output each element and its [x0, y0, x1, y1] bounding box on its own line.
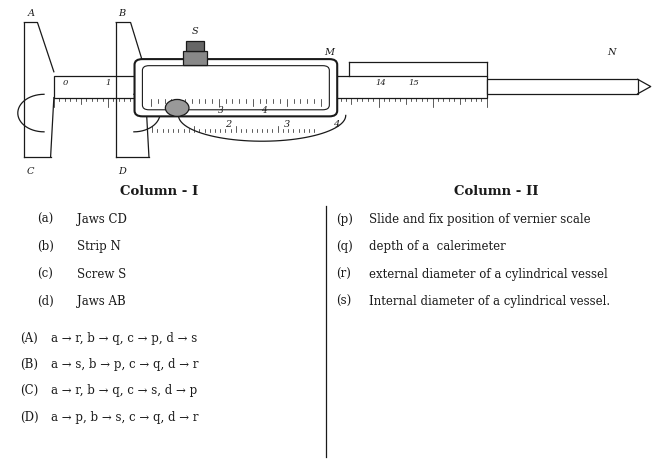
Text: (p): (p): [336, 213, 353, 226]
Text: D: D: [118, 167, 126, 176]
Text: a → r, b → q, c → s, d → p: a → r, b → q, c → s, d → p: [50, 384, 197, 397]
Text: Strip N: Strip N: [76, 240, 121, 253]
Text: 5: 5: [266, 79, 272, 87]
Bar: [186, 41, 204, 51]
Text: Column - II: Column - II: [454, 185, 539, 198]
Text: 14: 14: [375, 79, 386, 87]
Text: a → p, b → s, c → q, d → r: a → p, b → s, c → q, d → r: [50, 411, 198, 423]
Text: (r): (r): [336, 268, 351, 280]
FancyBboxPatch shape: [142, 66, 329, 110]
Text: N: N: [607, 48, 615, 57]
Text: Column - I: Column - I: [119, 185, 198, 198]
Text: v: v: [316, 99, 321, 107]
Text: 2: 2: [174, 106, 180, 115]
Bar: [183, 51, 207, 65]
Text: S: S: [191, 26, 198, 36]
Text: 6: 6: [299, 79, 305, 87]
Text: (d): (d): [38, 295, 54, 308]
Text: 15: 15: [408, 79, 419, 87]
Text: (A): (A): [19, 332, 38, 345]
Text: (B): (B): [19, 358, 38, 371]
Text: A: A: [28, 9, 35, 18]
Text: a → s, b → p, c → q, d → r: a → s, b → p, c → q, d → r: [50, 358, 198, 371]
Text: Slide and fix position of vernier scale: Slide and fix position of vernier scale: [368, 213, 590, 226]
Text: 4: 4: [333, 120, 339, 129]
FancyBboxPatch shape: [135, 59, 338, 117]
Text: (b): (b): [38, 240, 54, 253]
Bar: [486, 79, 637, 94]
Text: 2: 2: [225, 120, 231, 129]
Circle shape: [165, 100, 189, 117]
Text: C: C: [26, 167, 34, 176]
Text: (D): (D): [19, 411, 38, 423]
Text: Internal diameter of a cylindrical vessel.: Internal diameter of a cylindrical vesse…: [368, 295, 610, 308]
Text: Jaws CD: Jaws CD: [76, 213, 127, 226]
Text: depth of a  calerimeter: depth of a calerimeter: [368, 240, 505, 253]
Text: (a): (a): [38, 213, 54, 226]
Text: a → r, b → q, c → p, d → s: a → r, b → q, c → p, d → s: [50, 332, 197, 345]
Text: Screw S: Screw S: [76, 268, 126, 280]
Text: (c): (c): [38, 268, 53, 280]
Bar: [54, 76, 486, 98]
Text: B: B: [118, 9, 125, 18]
Text: 3: 3: [218, 106, 224, 115]
Text: 3: 3: [284, 120, 290, 129]
Text: 4: 4: [261, 106, 266, 115]
Text: Jaws AB: Jaws AB: [76, 295, 125, 308]
Text: (q): (q): [336, 240, 353, 253]
Text: 0: 0: [63, 79, 68, 87]
Text: external diameter of a cylindrical vessel: external diameter of a cylindrical vesse…: [368, 268, 607, 280]
Text: (s): (s): [336, 295, 351, 308]
Text: M: M: [324, 48, 334, 57]
Text: 1: 1: [105, 79, 110, 87]
Text: (C): (C): [19, 384, 38, 397]
